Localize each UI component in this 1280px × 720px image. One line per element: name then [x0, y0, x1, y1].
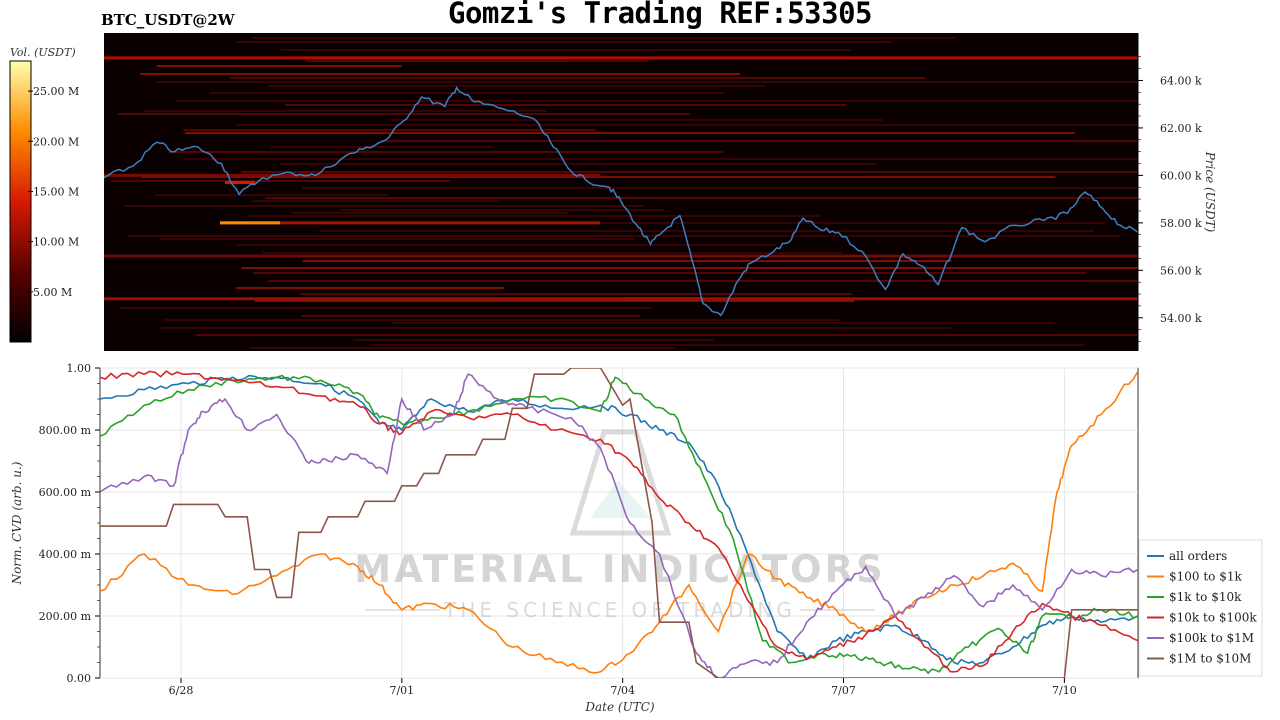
legend-entry: $100k to $1M [1169, 631, 1254, 645]
price-tick-label: 60.00 k [1160, 169, 1202, 182]
heatmap-panel: 64.00 k 62.00 k 60.00 k 58.00 k 56.00 k 54.00… [104, 33, 1217, 351]
colorbar-tick-label: 20.00 M [33, 135, 79, 148]
legend-entry: $1k to $10k [1169, 590, 1242, 604]
colorbar-tick-label: 5.00 M [33, 286, 72, 299]
cvd-y-tick-label: 400.00 m [39, 548, 92, 561]
cvd-series-line [100, 370, 1138, 673]
colorbar-tick-label: 25.00 M [33, 85, 79, 98]
chart-subtitle: BTC_USDT@2W [101, 11, 235, 29]
cvd-panel: MATERIAL INDICATORS THE SCIENCE OF TRADI… [10, 362, 1263, 714]
price-line [104, 86, 1138, 317]
price-tick-label: 56.00 k [1160, 264, 1202, 277]
cvd-x-tick-label: 6/28 [169, 684, 194, 697]
cvd-y-axis-label: Norm. CVD (arb. u.) [10, 461, 24, 585]
cvd-series-line [100, 374, 1138, 675]
cvd-y-tick-label: 0.00 [67, 672, 92, 685]
price-tick-label: 54.00 k [1160, 312, 1202, 325]
legend-entry: all orders [1169, 549, 1227, 563]
price-axis-label: Price (USDT) [1203, 151, 1217, 233]
colorbar-label: Vol. (USDT) [10, 46, 76, 59]
cvd-y-tick-label: 600.00 m [39, 486, 92, 499]
colorbar-tick-label: 10.00 M [33, 236, 79, 249]
price-tick-label: 64.00 k [1160, 74, 1202, 87]
cvd-x-tick-label: 7/04 [610, 684, 635, 697]
cvd-y-tick-label: 200.00 m [39, 610, 92, 623]
cvd-series-line [100, 368, 1138, 678]
legend-entry: $10k to $100k [1169, 611, 1257, 625]
cvd-series-line [100, 373, 1138, 678]
colorbar: Vol. (USDT) 25.00 M 20.00 M 15.00 M 10.00 M… [9, 46, 79, 343]
cvd-x-tick-label: 7/01 [389, 684, 414, 697]
cvd-y-tick-label: 1.00 [67, 362, 92, 375]
cvd-series-line [100, 374, 1138, 666]
price-tick-label: 58.00 k [1160, 217, 1202, 230]
cvd-x-tick-label: 7/10 [1052, 684, 1077, 697]
cvd-x-axis-label: Date (UTC) [584, 700, 654, 714]
heatmap-background [104, 33, 1138, 351]
watermark: MATERIAL INDICATORS THE SCIENCE OF TRADI… [354, 429, 885, 622]
legend-entry: $1M to $10M [1169, 652, 1251, 666]
legend: all orders $100 to $1k $1k to $10k $10k to … [1138, 539, 1263, 677]
cvd-series-line [100, 370, 1138, 674]
chart-title: Gomzi's Trading REF:53305 [448, 0, 873, 30]
cvd-x-tick-label: 7/07 [831, 684, 856, 697]
watermark-title: MATERIAL INDICATORS [354, 548, 885, 591]
cvd-y-tick-label: 800.00 m [39, 424, 92, 437]
colorbar-tick-label: 15.00 M [33, 185, 79, 198]
colorbar-scale [9, 60, 32, 343]
watermark-tagline: THE SCIENCE OF TRADING [443, 598, 796, 622]
cvd-plot-area [99, 367, 1139, 679]
legend-entry: $100 to $1k [1169, 570, 1242, 584]
price-tick-label: 62.00 k [1160, 122, 1202, 135]
